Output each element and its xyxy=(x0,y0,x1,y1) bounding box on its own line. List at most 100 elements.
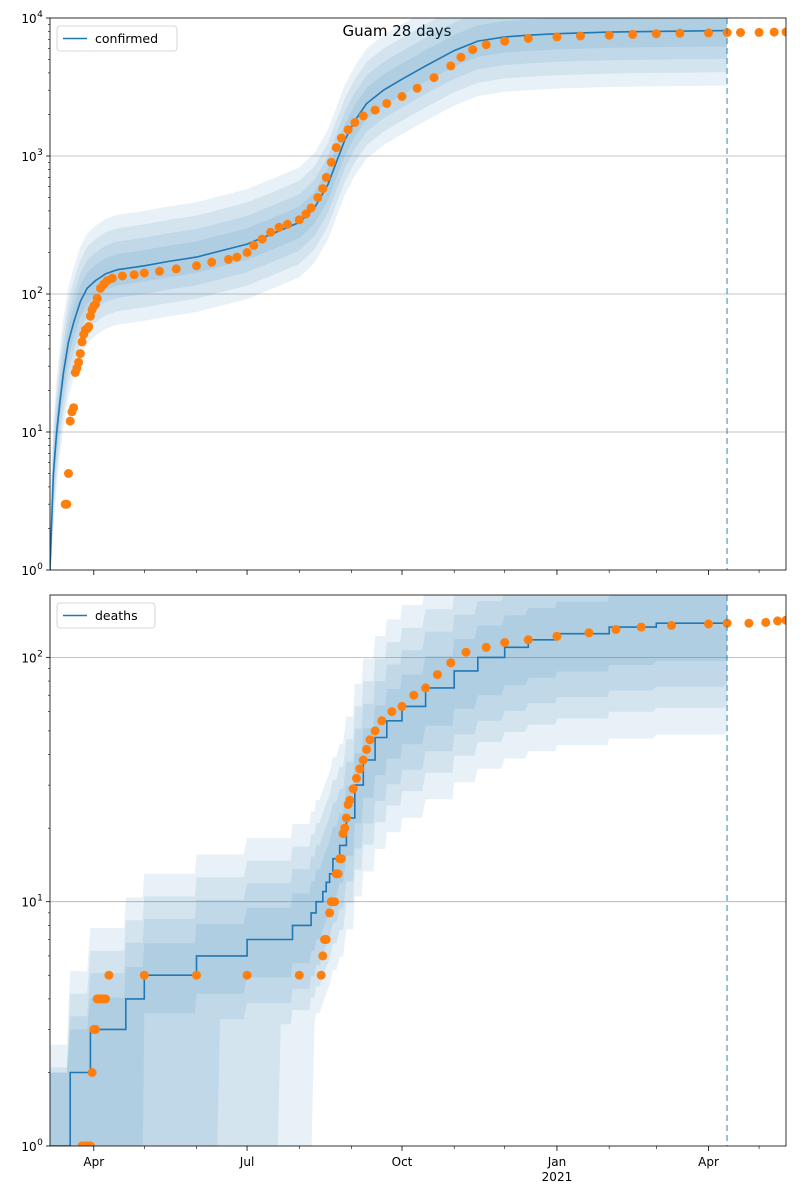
observed-point xyxy=(370,726,380,736)
observed-point xyxy=(224,254,233,264)
model-line-confirmed xyxy=(50,29,728,570)
observed-point xyxy=(358,755,368,765)
observed-point xyxy=(370,105,380,115)
plot-area xyxy=(50,18,786,570)
y-tick-exponent: 0 xyxy=(37,562,43,572)
observed-point xyxy=(316,970,326,980)
observed-point xyxy=(651,29,661,39)
y-tick-label: 10 xyxy=(21,896,36,910)
observed-point xyxy=(294,970,304,980)
observed-point xyxy=(769,27,779,37)
observed-point xyxy=(321,172,331,182)
observed-point xyxy=(321,935,331,944)
uncertainty-band-0 xyxy=(50,18,728,570)
y-tick-exponent: 3 xyxy=(37,148,43,158)
observed-point xyxy=(377,716,387,726)
x-tick-label: Oct xyxy=(392,1155,413,1169)
uncertainty-band-0 xyxy=(50,595,728,1146)
observed-point xyxy=(85,1141,95,1146)
observed-point xyxy=(387,707,397,717)
observed-point xyxy=(266,227,276,237)
observed-point xyxy=(500,638,510,647)
axes-frame xyxy=(49,594,787,1147)
observed-point xyxy=(242,248,252,257)
observed-point xyxy=(429,73,439,83)
observed-point xyxy=(139,268,149,278)
model-line-deaths xyxy=(50,620,728,1146)
observed-point xyxy=(313,193,323,202)
observed-point xyxy=(552,32,562,42)
y-tick-label: 10 xyxy=(21,426,36,440)
observed-point xyxy=(362,744,372,754)
observed-point xyxy=(192,261,201,271)
observed-point xyxy=(576,31,585,41)
observed-point xyxy=(232,252,242,262)
observed-point xyxy=(523,635,533,645)
x-tick-label: Jan xyxy=(547,1155,567,1169)
legend-label: confirmed xyxy=(95,31,158,46)
observed-point xyxy=(325,908,335,918)
x-tick-label: Apr xyxy=(83,1155,104,1169)
observed-point xyxy=(75,349,85,359)
observed-point xyxy=(345,795,355,805)
observed-point xyxy=(358,111,368,121)
y-tick-label: 10 xyxy=(21,1140,36,1154)
observed-point xyxy=(104,970,114,980)
observed-point xyxy=(84,322,94,332)
observed-point xyxy=(432,670,442,680)
observed-point xyxy=(207,257,217,267)
observed-point xyxy=(722,618,732,628)
observed-point xyxy=(397,92,407,101)
observed-point xyxy=(744,618,754,628)
observed-point xyxy=(348,784,358,794)
y-tick-label: 10 xyxy=(21,651,36,665)
observed-point xyxy=(409,690,419,700)
observed-point xyxy=(336,854,346,864)
observed-point xyxy=(192,970,201,980)
uncertainty-band-1 xyxy=(50,18,728,570)
observed-point xyxy=(283,219,292,229)
observed-point xyxy=(64,469,73,478)
uncertainty-band-3 xyxy=(50,595,728,1146)
legend-frame xyxy=(56,25,178,52)
x-tick-label: Jul xyxy=(239,1155,254,1169)
observed-point xyxy=(107,273,117,283)
observed-point xyxy=(628,29,638,39)
observed-point xyxy=(294,215,304,225)
legend: deaths xyxy=(56,602,156,629)
observed-point xyxy=(330,897,340,907)
observed-point xyxy=(318,951,328,961)
observed-point xyxy=(340,823,350,833)
observed-point xyxy=(523,34,533,43)
y-tick-exponent: 2 xyxy=(37,286,43,296)
observed-point xyxy=(382,99,392,108)
figure-title: Guam 28 days xyxy=(343,22,452,40)
observed-point xyxy=(773,616,783,626)
observed-point xyxy=(343,125,353,135)
observed-point xyxy=(249,240,259,250)
observed-point xyxy=(87,1068,97,1077)
y-tick-label: 10 xyxy=(21,564,36,578)
observed-point xyxy=(91,1024,100,1034)
observed-point xyxy=(306,203,316,213)
y-tick-exponent: 4 xyxy=(37,10,43,20)
observed-point xyxy=(584,628,594,638)
y-tick-exponent: 0 xyxy=(37,1138,43,1148)
observed-point xyxy=(468,45,478,55)
y-tick-exponent: 2 xyxy=(37,649,43,659)
observed-point xyxy=(326,157,336,167)
legend-frame xyxy=(56,602,156,629)
observed-point xyxy=(552,631,562,641)
observed-point xyxy=(355,764,365,774)
observed-point xyxy=(412,83,422,93)
observed-point xyxy=(336,133,346,143)
observed-point xyxy=(421,683,431,693)
observed-point xyxy=(333,869,343,879)
observed-point xyxy=(139,970,149,980)
plot-area xyxy=(50,595,786,1146)
observed-point xyxy=(481,642,491,652)
observed-point xyxy=(754,27,764,37)
